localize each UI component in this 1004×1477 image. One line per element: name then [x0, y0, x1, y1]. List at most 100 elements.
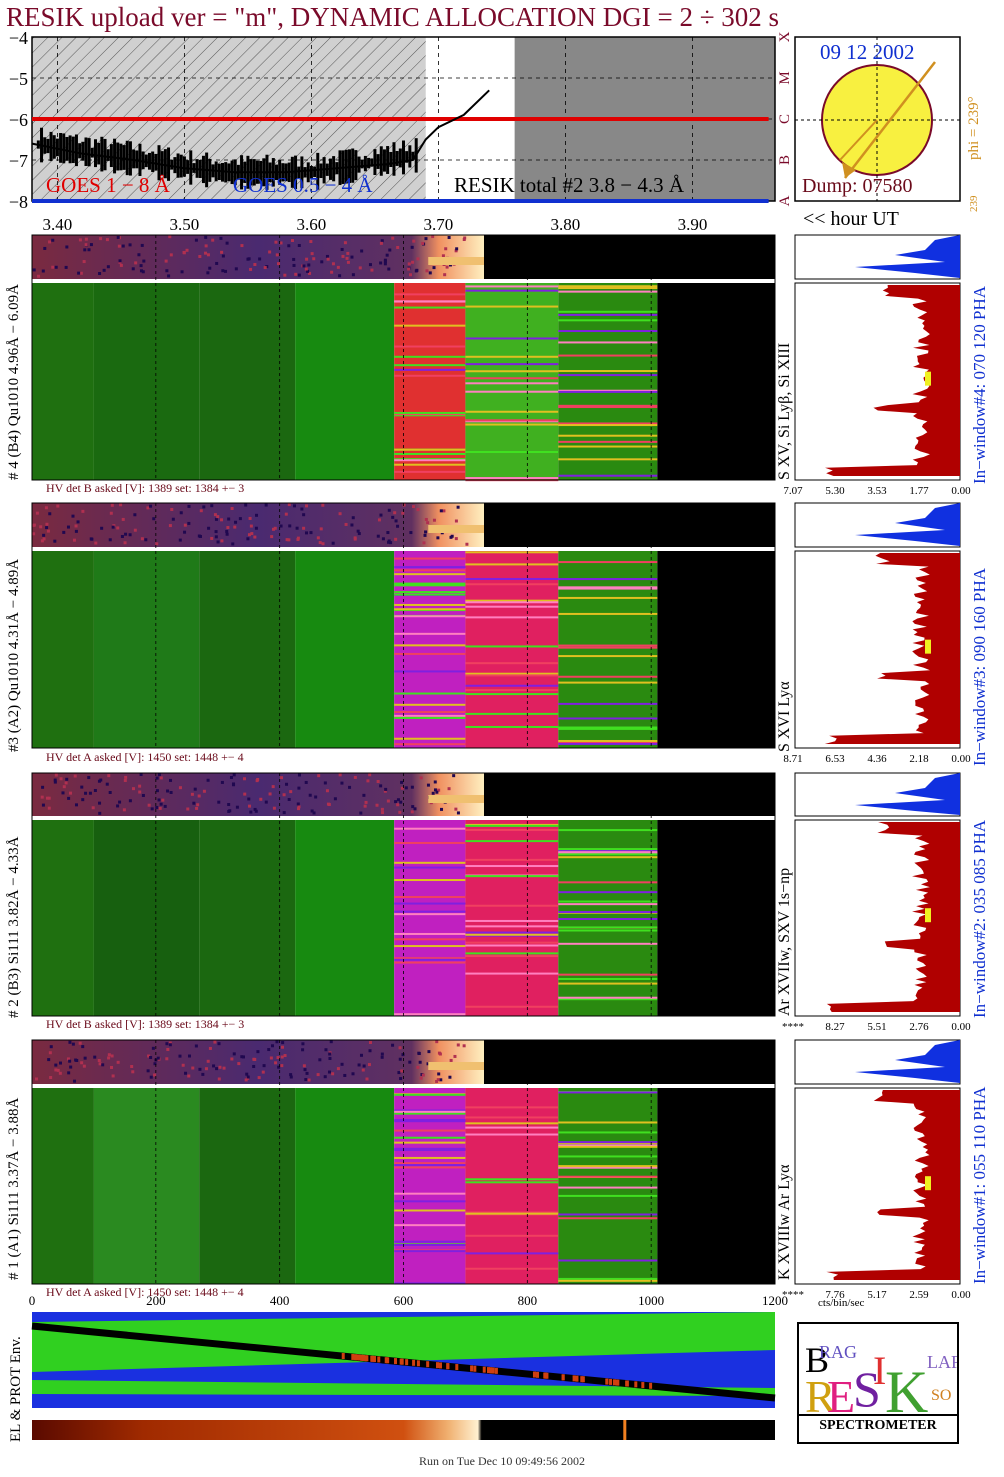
spectrum-noise	[226, 526, 230, 530]
spectrum-noise	[64, 265, 68, 269]
pha-scale-label: 0.00	[951, 485, 971, 497]
pointing-arrow	[844, 61, 936, 179]
orbit-mark	[641, 1382, 645, 1389]
spectrum-noise	[208, 1046, 212, 1050]
spectrum-noise	[431, 791, 435, 795]
raster-row	[558, 354, 658, 357]
raster-row	[558, 1217, 658, 1220]
pha-scale-label: ****	[782, 1021, 804, 1033]
spectrum-noise	[62, 785, 66, 789]
spectrum-noise	[268, 792, 272, 796]
spectrum-noise	[152, 517, 156, 521]
raster-row	[558, 404, 658, 407]
raster-row	[558, 458, 658, 461]
spectrum-noise	[248, 804, 252, 808]
spectrum-noise	[210, 504, 214, 508]
spectrum-noise	[362, 1064, 366, 1068]
spectrum-noise	[317, 774, 321, 778]
raster-row	[558, 881, 658, 884]
spectrum-noise	[211, 238, 215, 242]
spectrum-noise	[244, 503, 248, 507]
raster-row	[558, 926, 658, 929]
raster-row	[558, 675, 658, 678]
spectrum-noise	[225, 241, 229, 245]
raster-row	[465, 1178, 559, 1181]
raster-row	[558, 852, 658, 855]
spectrum-noise	[351, 273, 355, 277]
raster-row	[558, 726, 658, 729]
spectrum-noise	[49, 1045, 53, 1049]
raster-segment	[394, 283, 466, 480]
spectrum-noise	[338, 274, 342, 278]
spectrum-noise	[206, 778, 210, 782]
spectrum-noise	[437, 1072, 441, 1076]
raster-row	[465, 577, 559, 580]
raster-row	[394, 584, 466, 587]
spectrum-noise	[202, 505, 206, 509]
spectrum-noise	[169, 778, 173, 782]
spectrum-noise	[254, 809, 258, 813]
orbit-mark	[400, 1358, 404, 1365]
raster-row	[394, 913, 466, 916]
spectrum-noise	[105, 238, 109, 242]
raster-row	[465, 599, 559, 602]
svg-text:LAR: LAR	[927, 1352, 957, 1372]
orbit-mark	[351, 1353, 355, 1360]
raster-row	[558, 422, 658, 425]
raster-row	[394, 711, 466, 714]
spectrum-noise	[277, 1065, 281, 1069]
spectrum-noise	[280, 1055, 284, 1059]
flare-class-label: B	[777, 155, 793, 165]
raster-row	[465, 1181, 559, 1184]
spectrum-noise	[183, 523, 187, 527]
raster-row	[465, 840, 559, 843]
spectrum-noise	[118, 259, 122, 263]
spectrum-noise	[437, 1051, 441, 1055]
spectrum-noise	[246, 1075, 250, 1079]
bin-tick-label: 400	[270, 1293, 290, 1308]
raster-row	[465, 289, 559, 292]
raster-row	[558, 313, 658, 316]
raster-row	[465, 370, 559, 373]
spectrum-noise	[206, 253, 210, 257]
raster-row	[558, 370, 658, 373]
spectrum-noise	[82, 260, 86, 264]
spectrum-noise	[84, 237, 88, 241]
spectrum-noise	[331, 541, 335, 545]
spectrum-noise	[39, 525, 43, 529]
spectrum-noise	[424, 530, 428, 534]
lightcurve-panel: −4 −5 −6 −7 −8 3.40 3.50 3.60 3.70 3.80 3.90 X M C B A	[9, 28, 793, 234]
spectrum-noise	[408, 1060, 412, 1064]
bin-tick-label: 600	[394, 1293, 414, 1308]
spectrum-noise	[116, 1060, 120, 1064]
dump-label: Dump: 07580	[802, 175, 913, 197]
spectrum-noise	[67, 1071, 71, 1075]
spectrum-noise	[64, 781, 68, 785]
spectrum-noise	[73, 1079, 77, 1083]
svg-text:R: R	[805, 1371, 836, 1422]
spectrum-noise	[294, 272, 298, 276]
spectrum-strip	[32, 235, 484, 279]
x-tick-label: 3.70	[424, 215, 454, 234]
spectrum-noise	[454, 249, 458, 253]
spectrum-noise	[280, 1045, 284, 1049]
raster-row	[465, 684, 559, 687]
orbit-mark	[494, 1367, 498, 1374]
spectrum-noise	[168, 1041, 172, 1045]
spectrum-noise	[456, 505, 460, 509]
spectrum-noise	[426, 783, 430, 787]
spectrum-noise	[84, 243, 88, 247]
spectrum-noise	[393, 511, 397, 515]
channel-2-lines: Ar XVIIw, SXV 1s−np	[776, 867, 793, 1016]
spectrum-noise	[78, 1041, 82, 1045]
spectrum-noise	[248, 516, 252, 520]
spectrum-noise	[282, 793, 286, 797]
orbit-mark	[561, 1374, 565, 1381]
spectrum-noise	[217, 1077, 221, 1081]
spectrum-noise	[124, 775, 128, 779]
spectrum-noise	[121, 517, 125, 521]
spectrum-noise	[116, 235, 120, 239]
spectrum-noise	[116, 804, 120, 808]
spectra-panels: 7.07 5.30 3.53 1.77 0.00 8.71 6.53 4.36 2.18 0.00…	[29, 234, 971, 1308]
